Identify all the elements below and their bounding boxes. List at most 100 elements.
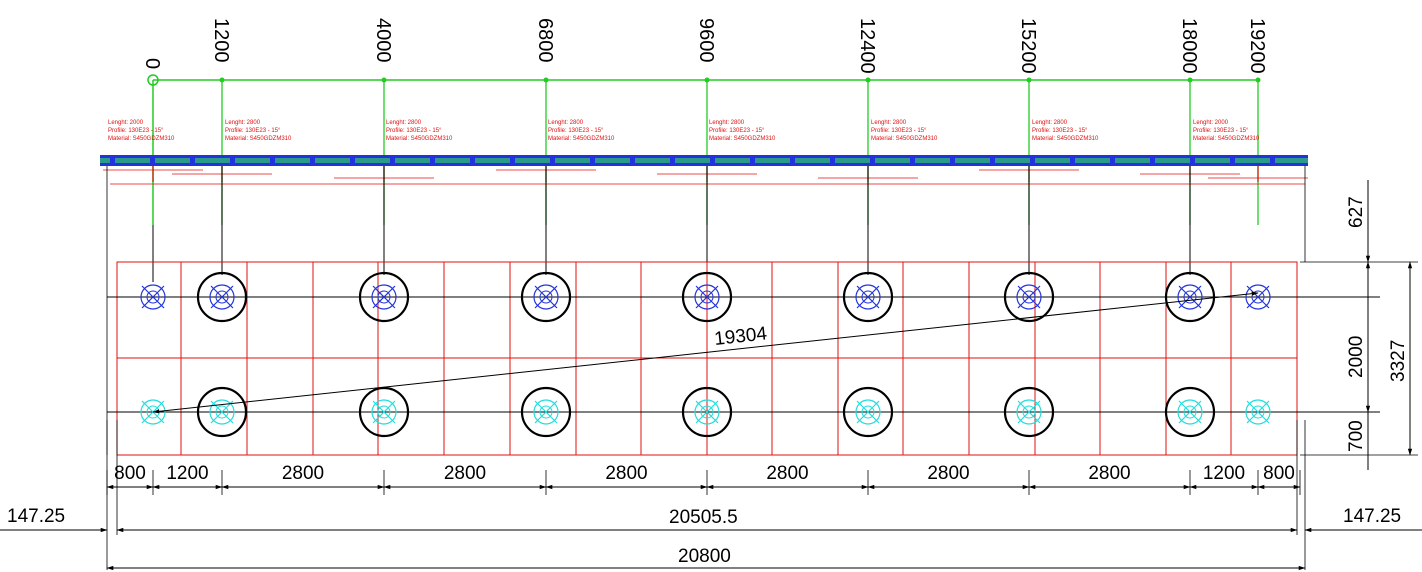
purlin-note-profile: Profile: 130E23 - 15°	[386, 128, 442, 134]
purlin-brackets	[110, 158, 1275, 166]
purlin-bracket-icon	[790, 158, 795, 166]
purlin-bracket-icon	[550, 158, 555, 166]
diagonal-line	[152, 291, 1259, 414]
axis-stations: 1200 4000 6800 9600 12400 15200 18000 19200	[210, 18, 1268, 225]
spacing-value: 2800	[282, 463, 324, 484]
purlin-bracket-icon	[510, 158, 515, 166]
purlin-bracket-icon	[710, 158, 715, 166]
purlin-note-length: Lenght: 2000	[108, 120, 144, 126]
spacing-value: 2800	[1088, 463, 1130, 484]
dim-700: 700	[1346, 420, 1367, 452]
purlin-bracket-icon	[1110, 158, 1115, 166]
purlin-note: Lenght: 2000 Profile: 130E23 - 15° Materia…	[108, 120, 175, 142]
purlin-bracket-icon	[310, 158, 315, 166]
purlin-note-length: Lenght: 2800	[1032, 120, 1068, 126]
station-node-icon	[1255, 77, 1261, 83]
purlin-note: Lenght: 2800 Profile: 130E23 - 15° Materia…	[386, 120, 453, 142]
purlin-note-length: Lenght: 2800	[709, 120, 745, 126]
station-node-icon	[865, 77, 871, 83]
purlin-note-profile: Profile: 130E23 - 15°	[108, 128, 164, 134]
purlin-bracket-icon	[750, 158, 755, 166]
purlin-note-profile: Profile: 130E23 - 15°	[225, 128, 281, 134]
purlin-bracket-icon	[870, 158, 875, 166]
purlin-note-length: Lenght: 2800	[225, 120, 261, 126]
purlin-note-material: Material: S450GDZM310	[709, 136, 776, 142]
top-axis: 0 1200 4000 6800 9600 12400 15200 18000 19200	[141, 18, 1268, 225]
purlin-bracket-icon	[230, 158, 235, 166]
dim-2000: 2000	[1346, 336, 1367, 378]
purlin-bracket-icon	[270, 158, 275, 166]
station-node-icon	[1026, 77, 1032, 83]
purlin-bracket-icon	[350, 158, 355, 166]
station-node-icon	[543, 77, 549, 83]
purlin-bracket-icon	[910, 158, 915, 166]
purlin-note: Lenght: 2800 Profile: 130E23 - 15° Materia…	[548, 120, 615, 142]
purlin-note-profile: Profile: 130E23 - 15°	[548, 128, 604, 134]
purlin-bracket-icon	[1190, 158, 1195, 166]
purlin-bracket-icon	[590, 158, 595, 166]
purlin-note-profile: Profile: 130E23 - 15°	[709, 128, 765, 134]
purlin-strip	[100, 155, 1308, 455]
dim-left-offset: 147.25	[7, 506, 65, 527]
purlin-bracket-icon	[390, 158, 395, 166]
bottom-spacing-dimensions: 800 1200 2800 2800 2800 2800 2800 2800 1200 800	[106, 463, 1301, 495]
dim-3327: 3327	[1388, 340, 1409, 382]
purlin-bracket-icon	[950, 158, 955, 166]
spacing-value: 2800	[766, 463, 808, 484]
spacing-value: 2800	[927, 463, 969, 484]
purlin-bracket-icon	[670, 158, 675, 166]
reference-lines	[107, 296, 1380, 413]
purlin-bracket-icon	[990, 158, 995, 166]
purlin-note: Lenght: 2800 Profile: 130E23 - 15° Materia…	[871, 120, 938, 142]
spacing-value: 2800	[605, 463, 647, 484]
purlin-bracket-icon	[110, 158, 115, 166]
axis-station-label: 12400	[856, 18, 878, 74]
purlin-note-length: Lenght: 2800	[548, 120, 584, 126]
spacing-value: 2800	[444, 463, 486, 484]
purlin-note-material: Material: S450GDZM310	[225, 136, 292, 142]
axis-station-label: 19200	[1246, 18, 1268, 74]
purlin-note-length: Lenght: 2800	[386, 120, 422, 126]
axis-station-label: 6800	[534, 18, 556, 63]
axis-station-label: 4000	[372, 18, 394, 63]
purlin-bracket-icon	[1270, 158, 1275, 166]
axis-station-label: 18000	[1178, 18, 1200, 74]
purlin-note-profile: Profile: 130E23 - 15°	[1193, 128, 1249, 134]
dim-total-length: 20800	[678, 546, 731, 567]
right-dimensions: 627 2000 700 3327	[1300, 180, 1418, 470]
station-drops	[152, 166, 1191, 282]
purlin-bracket-icon	[430, 158, 435, 166]
axis-station-label: 15200	[1017, 18, 1039, 74]
purlin-note-material: Material: S450GDZM310	[1193, 136, 1260, 142]
purlin-bracket-icon	[1030, 158, 1035, 166]
spacing-value: 800	[1263, 463, 1295, 484]
purlin-note-profile: Profile: 130E23 - 15°	[1032, 128, 1088, 134]
purlin-note-material: Material: S450GDZM310	[871, 136, 938, 142]
spacing-value: 1200	[166, 463, 208, 484]
purlin-bracket-icon	[470, 158, 475, 166]
diagonal-dimension: 19304	[152, 291, 1259, 414]
purlin-notes: Lenght: 2000 Profile: 130E23 - 15° Materia…	[108, 120, 1260, 142]
purlin-body	[100, 158, 1308, 163]
purlin-note: Lenght: 2000 Profile: 130E23 - 15° Materia…	[1193, 120, 1260, 142]
purlin-bracket-icon	[150, 158, 155, 166]
purlin-note-length: Lenght: 2000	[1193, 120, 1229, 126]
purlin-note-material: Material: S450GDZM310	[386, 136, 453, 142]
purlin-bracket-icon	[1150, 158, 1155, 166]
purlin-note-material: Material: S450GDZM310	[108, 136, 175, 142]
station-node-icon	[219, 77, 225, 83]
purlin-bracket-icon	[190, 158, 195, 166]
dim-627: 627	[1346, 196, 1367, 228]
station-node-icon	[704, 77, 710, 83]
purlin-bottom-edge	[100, 163, 1308, 166]
purlin-note-profile: Profile: 130E23 - 15°	[871, 128, 927, 134]
purlin-bracket-icon	[830, 158, 835, 166]
axis-station-label: 9600	[695, 18, 717, 63]
purlin-red-details	[103, 166, 1308, 185]
purlin-bracket-icon	[1230, 158, 1235, 166]
purlin-top-edge	[100, 155, 1308, 158]
purlin-note-material: Material: S450GDZM310	[1032, 136, 1099, 142]
axis-label-origin: 0	[141, 58, 163, 69]
purlin-note-length: Lenght: 2800	[871, 120, 907, 126]
